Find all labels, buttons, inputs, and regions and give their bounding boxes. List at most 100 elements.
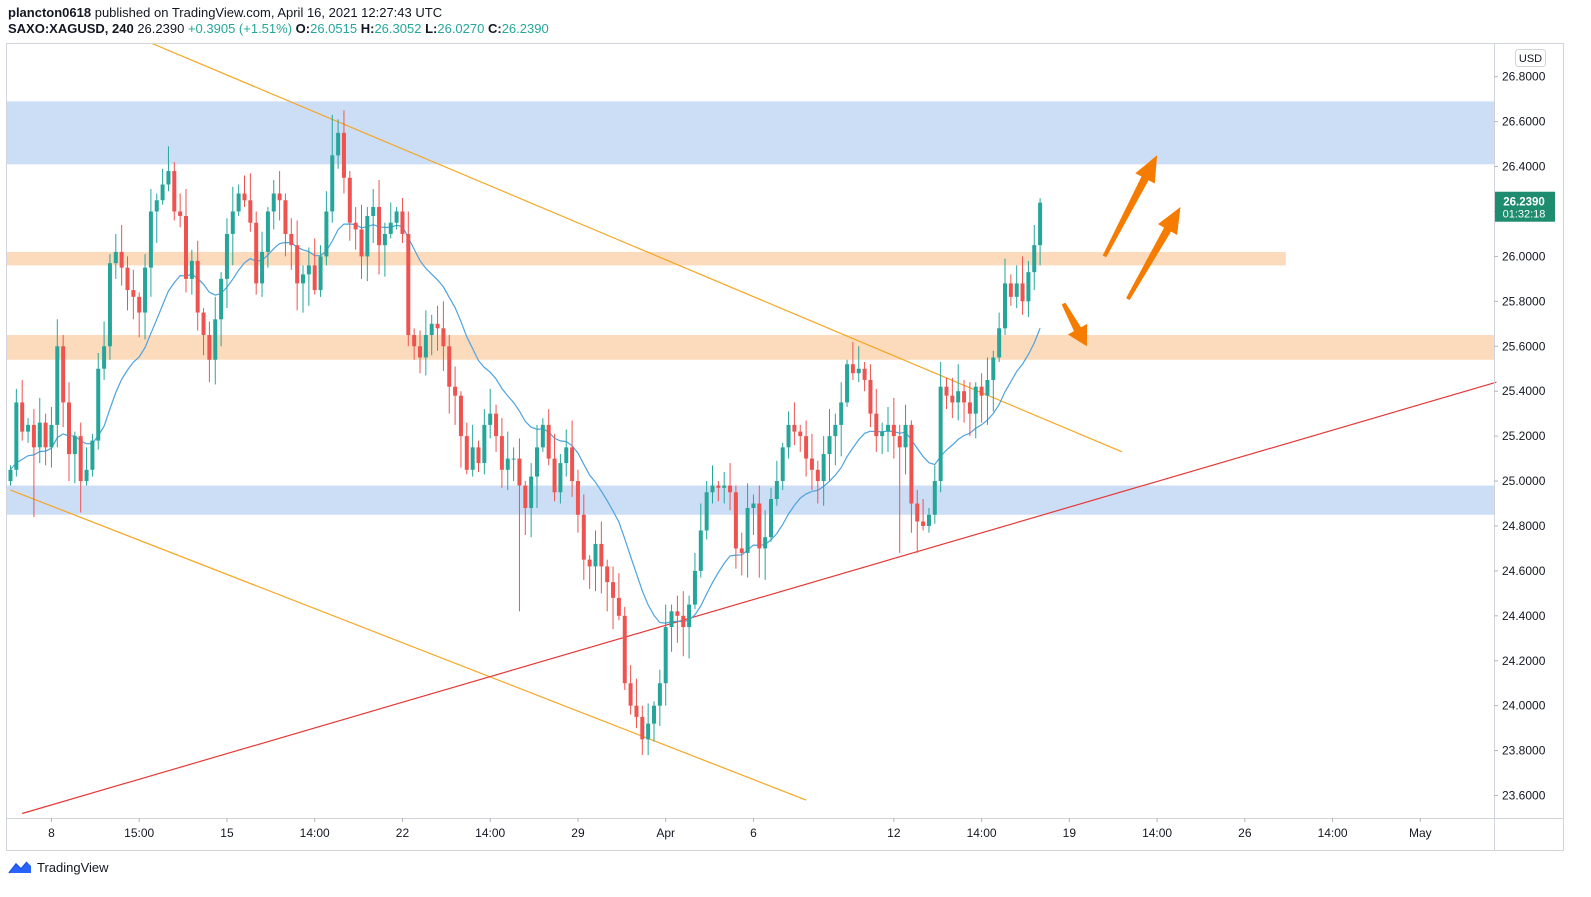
candle[interactable] (143, 254, 148, 340)
candle[interactable] (792, 402, 797, 446)
candle[interactable] (96, 353, 101, 450)
projection-arrow[interactable] (1061, 302, 1088, 347)
candle[interactable] (26, 418, 31, 443)
candle[interactable] (482, 409, 487, 475)
candle[interactable] (382, 222, 387, 277)
candle[interactable] (821, 436, 826, 506)
candle[interactable] (733, 485, 738, 569)
candle[interactable] (546, 409, 551, 466)
candle[interactable] (991, 350, 996, 412)
candle[interactable] (704, 481, 709, 540)
candle[interactable] (640, 705, 645, 756)
candle[interactable] (72, 431, 77, 484)
candle[interactable] (575, 469, 580, 533)
candle[interactable] (552, 433, 557, 502)
candle[interactable] (107, 254, 112, 360)
candle[interactable] (1020, 256, 1025, 315)
candle[interactable] (260, 231, 265, 297)
candle[interactable] (31, 409, 36, 517)
candle[interactable] (224, 218, 229, 309)
candle[interactable] (751, 494, 756, 535)
candle[interactable] (318, 245, 323, 297)
candle[interactable] (254, 211, 259, 295)
candle[interactable] (441, 301, 446, 371)
candle[interactable] (219, 272, 224, 347)
candle[interactable] (102, 321, 107, 380)
support-trendline[interactable] (22, 381, 1497, 815)
candle[interactable] (248, 173, 253, 232)
candle[interactable] (488, 388, 493, 439)
author-name[interactable]: plancton0618 (8, 5, 92, 20)
projection-arrow[interactable] (1102, 155, 1158, 258)
candle[interactable] (950, 377, 955, 419)
candle[interactable] (663, 604, 668, 706)
candle[interactable] (505, 431, 510, 491)
candle[interactable] (862, 361, 867, 392)
candle[interactable] (845, 359, 850, 407)
candle[interactable] (868, 364, 873, 428)
candle[interactable] (739, 532, 744, 576)
candle[interactable] (213, 296, 218, 385)
footer-brand[interactable]: TradingView (8, 857, 109, 877)
candle[interactable] (494, 404, 499, 452)
candle[interactable] (985, 357, 990, 425)
candle[interactable] (938, 361, 943, 493)
candle[interactable] (611, 566, 616, 630)
candle[interactable] (8, 465, 13, 486)
candle[interactable] (172, 162, 177, 221)
candle[interactable] (61, 335, 66, 428)
candle[interactable] (558, 454, 563, 504)
candle[interactable] (523, 481, 528, 535)
candle[interactable] (464, 422, 469, 475)
candle[interactable] (324, 191, 329, 266)
candle[interactable] (14, 388, 19, 477)
candle[interactable] (570, 420, 575, 497)
candle[interactable] (388, 202, 393, 239)
candle[interactable] (599, 521, 604, 594)
candle[interactable] (341, 110, 346, 194)
candle[interactable] (1032, 224, 1037, 291)
candle[interactable] (967, 382, 972, 437)
candle[interactable] (435, 305, 440, 351)
candle[interactable] (20, 379, 25, 441)
candle[interactable] (511, 447, 516, 482)
candle[interactable] (517, 438, 522, 612)
candle[interactable] (43, 413, 48, 466)
candle[interactable] (886, 406, 890, 452)
candle[interactable] (897, 424, 902, 553)
candle[interactable] (710, 465, 715, 504)
channel-trendline[interactable] (150, 42, 1123, 453)
candle[interactable] (815, 460, 820, 504)
candle[interactable] (400, 198, 405, 243)
candle[interactable] (377, 180, 382, 275)
candle[interactable] (669, 604, 674, 652)
candle[interactable] (295, 220, 300, 311)
candle[interactable] (757, 485, 762, 578)
candle[interactable] (657, 669, 662, 726)
candle[interactable] (1014, 265, 1019, 309)
candle[interactable] (880, 422, 885, 455)
candle[interactable] (55, 319, 60, 448)
candle[interactable] (944, 377, 949, 410)
candle[interactable] (412, 328, 417, 360)
candle[interactable] (587, 555, 592, 589)
candle[interactable] (833, 413, 838, 466)
candle[interactable] (67, 382, 71, 482)
candle[interactable] (330, 114, 335, 223)
candle[interactable] (1026, 260, 1031, 318)
candle[interactable] (856, 346, 861, 383)
candle[interactable] (476, 440, 481, 473)
candle[interactable] (78, 422, 83, 513)
candle[interactable] (353, 206, 358, 250)
candle[interactable] (956, 364, 961, 421)
candle[interactable] (646, 703, 651, 756)
candle[interactable] (926, 508, 931, 533)
candle[interactable] (698, 503, 703, 578)
candle[interactable] (932, 465, 937, 524)
candle[interactable] (137, 292, 142, 338)
candle[interactable] (242, 175, 247, 207)
candle[interactable] (453, 366, 458, 425)
candle[interactable] (722, 472, 727, 504)
candle[interactable] (804, 420, 809, 477)
candle[interactable] (230, 186, 235, 266)
